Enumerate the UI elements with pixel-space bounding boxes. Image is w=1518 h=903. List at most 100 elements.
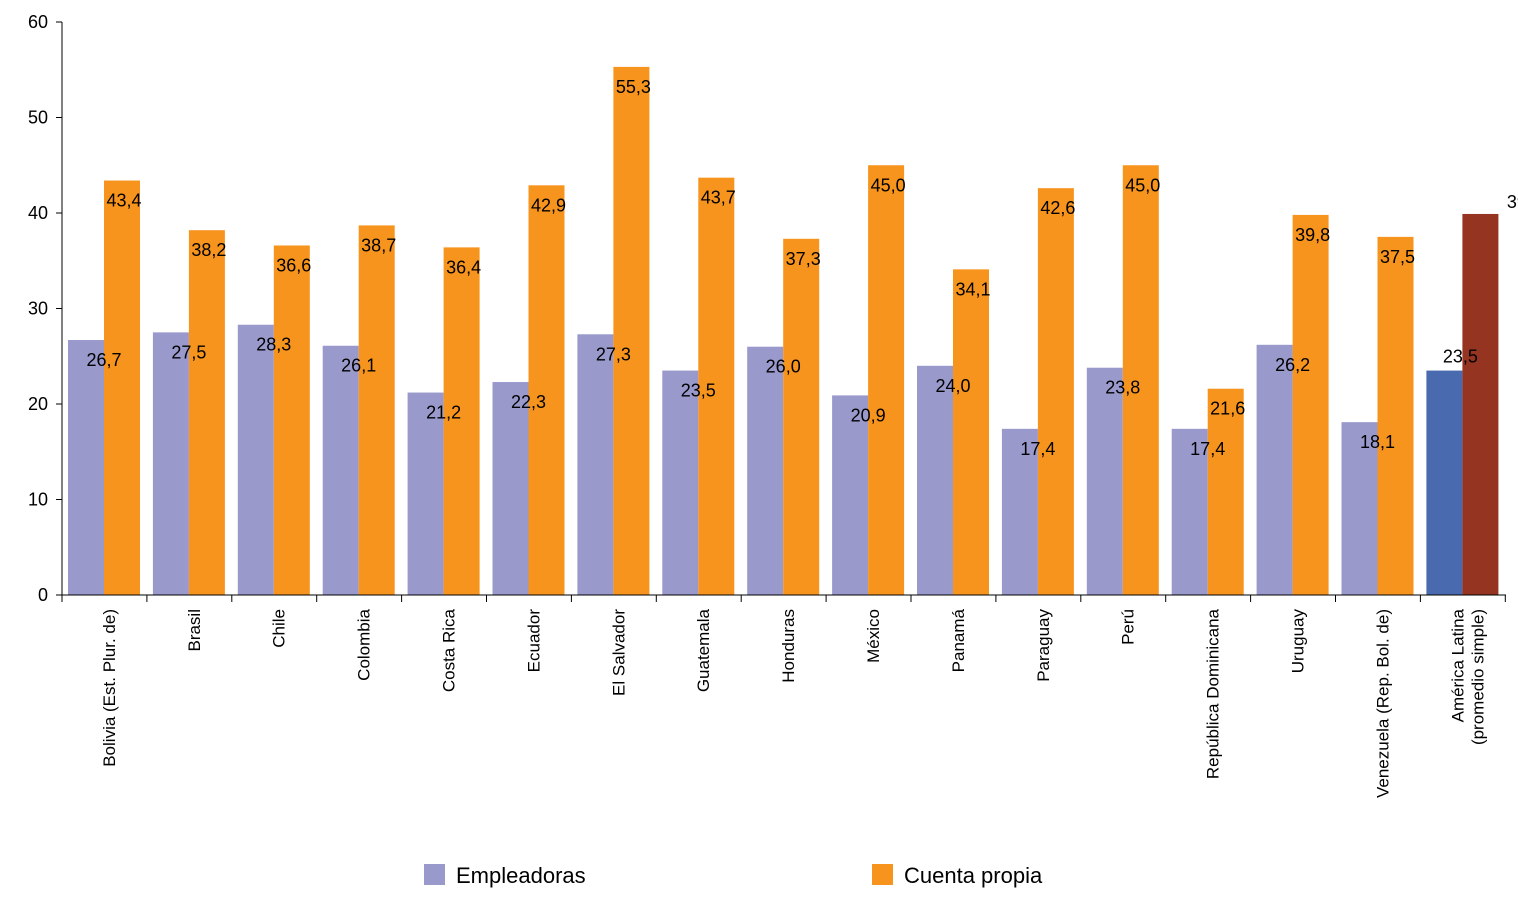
bar-empleadoras <box>1341 422 1378 595</box>
data-label-empleadoras: 17,4 <box>1190 439 1225 459</box>
bar-cuenta-propia <box>1292 214 1329 595</box>
x-category-label: Bolivia (Est. Plur. de) <box>100 609 119 767</box>
data-label-empleadoras: 26,1 <box>341 356 376 376</box>
bar-empleadoras <box>407 392 444 595</box>
legend-swatch-cuenta-propia <box>872 864 893 885</box>
bar-empleadoras <box>492 382 529 595</box>
data-label-empleadoras: 21,2 <box>426 403 461 423</box>
data-label-cuenta-propia: 37,5 <box>1380 247 1415 267</box>
bar-empleadoras <box>662 370 699 595</box>
data-label-empleadoras: 27,5 <box>171 342 206 362</box>
bar-empleadoras <box>237 324 274 595</box>
data-label-cuenta-propia: 45,0 <box>871 175 906 195</box>
y-tick-label: 0 <box>38 585 48 605</box>
data-label-cuenta-propia: 38,2 <box>191 240 226 260</box>
bar-cuenta-propia <box>698 177 735 596</box>
data-label-empleadoras: 28,3 <box>256 335 291 355</box>
bar-empleadoras <box>1256 344 1293 595</box>
x-category-label: El Salvador <box>609 609 628 696</box>
data-label-empleadoras: 23,5 <box>1443 347 1478 367</box>
x-category-label: Guatemala <box>694 608 713 692</box>
y-tick-label: 40 <box>28 203 48 223</box>
data-label-cuenta-propia: 42,6 <box>1040 198 1075 218</box>
data-label-empleadoras: 20,9 <box>851 405 886 425</box>
x-category-label: Uruguay <box>1289 609 1308 674</box>
data-label-cuenta-propia: 42,9 <box>531 195 566 215</box>
bar-empleadoras <box>1086 367 1123 595</box>
bar-cuenta-propia <box>104 180 140 595</box>
y-tick-label: 20 <box>28 394 48 414</box>
bar-empleadoras <box>322 345 359 595</box>
bar-cuenta-propia <box>1122 165 1159 595</box>
legend-label-empleadoras: Empleadoras <box>456 863 586 888</box>
data-label-cuenta-propia: 43,4 <box>106 191 141 211</box>
x-category-label: Costa Rica <box>440 608 459 692</box>
data-label-empleadoras: 22,3 <box>511 392 546 412</box>
x-category-label: Chile <box>270 609 289 648</box>
data-label-empleadoras: 27,3 <box>596 344 631 364</box>
data-label-cuenta-propia: 36,6 <box>276 255 311 275</box>
x-category-label: Brasil <box>185 609 204 652</box>
y-tick-label: 60 <box>28 12 48 32</box>
bar-empleadoras <box>832 395 869 595</box>
x-category-label: México <box>864 609 883 663</box>
x-category-label: Panamá <box>949 608 968 672</box>
x-category-label: Perú <box>1119 609 1138 645</box>
bar-empleadoras <box>1426 370 1463 595</box>
bar-empleadoras <box>152 332 189 595</box>
bar-cuenta-propia <box>953 269 989 595</box>
data-label-cuenta-propia: 37,3 <box>786 249 821 269</box>
bar-cuenta-propia <box>188 230 225 595</box>
bar-cuenta-propia <box>868 165 905 595</box>
legend: Empleadoras Cuenta propia <box>424 863 1043 888</box>
y-tick-label: 50 <box>28 108 48 128</box>
x-axis: Bolivia (Est. Plur. de) Brasil Chile Colomb… <box>61 594 1506 798</box>
x-category-label: Colombia <box>355 608 374 680</box>
bar-empleadoras <box>577 334 614 595</box>
bar-empleadoras <box>1001 428 1038 595</box>
data-label-empleadoras: 24,0 <box>935 376 970 396</box>
y-tick-label: 30 <box>28 299 48 319</box>
bar-empleadoras <box>747 346 784 595</box>
y-tick-label: 10 <box>28 490 48 510</box>
legend-swatch-empleadoras <box>424 864 445 885</box>
x-category-label: Ecuador <box>524 609 543 673</box>
data-label-empleadoras: 26,7 <box>86 350 121 370</box>
x-category-label: Venezuela (Rep. Bol. de) <box>1373 609 1392 798</box>
data-label-empleadoras: 17,4 <box>1020 439 1055 459</box>
bar-cuenta-propia <box>528 185 565 595</box>
bar-cuenta-propia <box>1377 236 1414 595</box>
bar-cuenta-propia <box>358 225 395 596</box>
x-category-label: República Dominicana <box>1204 608 1223 779</box>
bar-empleadoras <box>1171 428 1208 595</box>
data-label-empleadoras: 26,2 <box>1275 355 1310 375</box>
data-label-cuenta-propia: 43,7 <box>701 188 736 208</box>
data-label-cuenta-propia: 34,1 <box>955 279 990 299</box>
data-label-cuenta-propia: 45,0 <box>1125 175 1160 195</box>
bar-cuenta-propia <box>1462 213 1499 595</box>
y-axis: 0 10 20 30 40 50 60 <box>28 12 63 605</box>
legend-label-cuenta-propia: Cuenta propia <box>904 863 1043 888</box>
data-label-cuenta-propia: 39,8 <box>1295 225 1330 245</box>
data-label-empleadoras: 23,8 <box>1105 378 1140 398</box>
bars <box>68 66 1499 596</box>
x-category-label: (promedio simple) <box>1468 609 1487 745</box>
x-category-label: América Latina <box>1448 608 1467 722</box>
bar-empleadoras <box>68 340 104 595</box>
data-label-empleadoras: 23,5 <box>681 381 716 401</box>
bar-cuenta-propia <box>443 247 480 595</box>
data-labels: 26,7 43,4 27,5 38,2 28,3 36,6 26,1 38,7 21,2 36,4… <box>86 77 1518 459</box>
bar-cuenta-propia <box>783 238 820 595</box>
data-label-cuenta-propia: 21,6 <box>1210 399 1245 419</box>
bar-empleadoras <box>917 365 953 595</box>
x-category-label: Honduras <box>779 609 798 683</box>
x-category-label: Paraguay <box>1034 609 1053 682</box>
data-label-empleadoras: 18,1 <box>1360 432 1395 452</box>
bar-cuenta-propia <box>273 245 310 595</box>
bar-cuenta-propia <box>1207 388 1244 595</box>
bar-cuenta-propia <box>1037 188 1074 596</box>
data-label-cuenta-propia: 36,4 <box>446 257 481 277</box>
data-label-cuenta-propia: 55,3 <box>616 77 651 97</box>
